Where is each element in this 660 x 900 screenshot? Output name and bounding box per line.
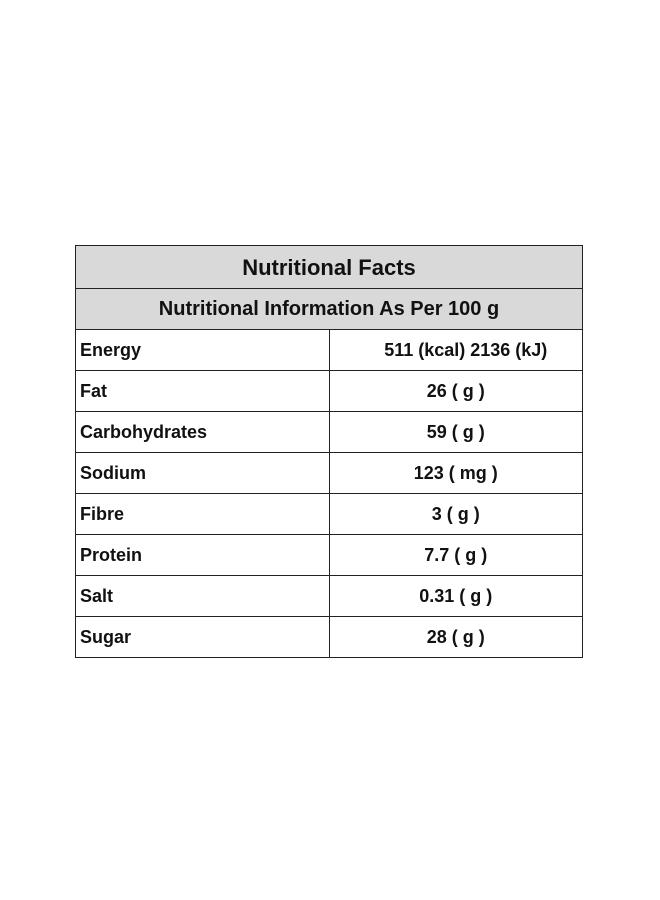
table-row-sodium: Sodium 123 ( mg ) <box>76 453 583 494</box>
nutrient-label: Sodium <box>76 453 330 494</box>
table-title: Nutritional Facts <box>76 246 583 289</box>
nutrient-value: 28 ( g ) <box>329 617 583 658</box>
table-row-energy: Energy 511 (kcal) 2136 (kJ) <box>76 330 583 371</box>
subtitle-row: Nutritional Information As Per 100 g <box>76 289 583 330</box>
table-row-protein: Protein 7.7 ( g ) <box>76 535 583 576</box>
table-row-salt: Salt 0.31 ( g ) <box>76 576 583 617</box>
nutrient-label: Fibre <box>76 494 330 535</box>
nutrient-value: 511 (kcal) 2136 (kJ) <box>329 330 583 371</box>
nutrient-label: Carbohydrates <box>76 412 330 453</box>
table-row-fat: Fat 26 ( g ) <box>76 371 583 412</box>
table-row-fibre: Fibre 3 ( g ) <box>76 494 583 535</box>
nutrient-value: 7.7 ( g ) <box>329 535 583 576</box>
nutrient-value: 0.31 ( g ) <box>329 576 583 617</box>
nutrient-label: Fat <box>76 371 330 412</box>
table-row-sugar: Sugar 28 ( g ) <box>76 617 583 658</box>
nutrient-value: 26 ( g ) <box>329 371 583 412</box>
nutrient-value: 123 ( mg ) <box>329 453 583 494</box>
title-row: Nutritional Facts <box>76 246 583 289</box>
nutrient-label: Sugar <box>76 617 330 658</box>
nutrient-value: 59 ( g ) <box>329 412 583 453</box>
nutrient-label: Energy <box>76 330 330 371</box>
table-row-carbohydrates: Carbohydrates 59 ( g ) <box>76 412 583 453</box>
nutrient-label: Salt <box>76 576 330 617</box>
nutrient-label: Protein <box>76 535 330 576</box>
table-subtitle: Nutritional Information As Per 100 g <box>76 289 583 330</box>
nutrition-facts-table: Nutritional Facts Nutritional Informatio… <box>75 245 583 658</box>
nutrient-value: 3 ( g ) <box>329 494 583 535</box>
